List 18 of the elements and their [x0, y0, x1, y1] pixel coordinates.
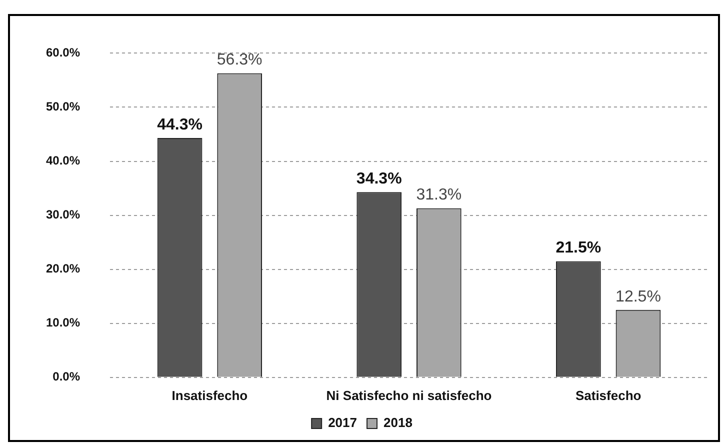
data-label: 31.3% — [416, 186, 462, 204]
y-tick-label: 0.0% — [52, 370, 80, 384]
x-tick-label: Insatisfecho — [172, 388, 248, 403]
data-label: 12.5% — [616, 288, 661, 306]
y-tick-label: 10.0% — [46, 316, 80, 330]
data-label: 44.3% — [157, 116, 202, 134]
y-tick-label: 20.0% — [46, 262, 80, 276]
data-label: 21.5% — [556, 240, 602, 257]
x-tick-label: Ni Satisfecho ni satisfecho — [326, 388, 492, 403]
legend-label: 2017 — [328, 415, 357, 430]
y-tick-label: 60.0% — [46, 46, 80, 60]
data-label: 56.3% — [216, 52, 262, 69]
y-tick-label: 50.0% — [46, 100, 80, 114]
data-label: 34.3% — [356, 170, 402, 188]
y-tick-label: 40.0% — [46, 154, 80, 168]
legend-label: 2018 — [384, 415, 412, 430]
y-tick-label: 30.0% — [46, 208, 80, 222]
x-tick-label: Satisfecho — [575, 388, 642, 403]
